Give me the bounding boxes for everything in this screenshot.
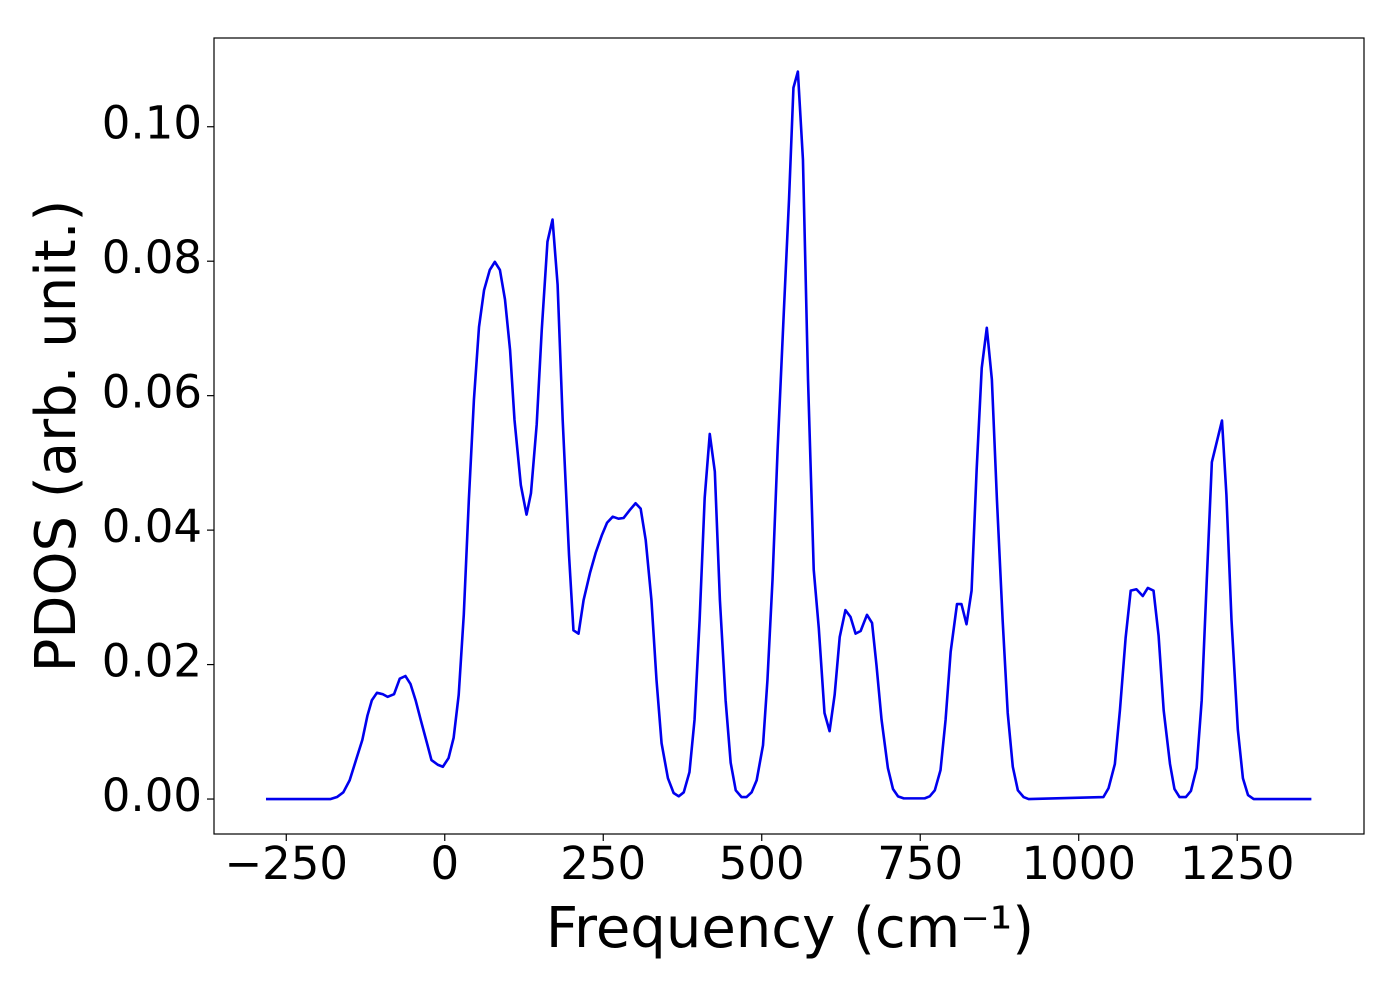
y-tick-label: 0.10 — [102, 97, 202, 150]
y-axis-label: PDOS (arb. unit.) — [24, 200, 89, 673]
y-tick-label: 0.04 — [102, 500, 202, 553]
y-tick-label: 0.00 — [102, 769, 202, 822]
x-tick-label: 1000 — [1021, 837, 1136, 890]
y-tick-label: 0.08 — [102, 231, 202, 284]
y-tick-label: 0.02 — [102, 635, 202, 688]
x-axis-label: Frequency (cm⁻¹) — [546, 896, 1034, 961]
x-tick-label: 250 — [560, 837, 646, 890]
x-tick-label: 0 — [430, 837, 459, 890]
x-tick-label: 1250 — [1180, 837, 1295, 890]
x-tick-label: 500 — [719, 837, 805, 890]
x-tick-label: −250 — [224, 837, 348, 890]
plot-frame — [213, 37, 1365, 835]
y-tick-label: 0.06 — [102, 366, 202, 419]
data-line — [265, 70, 1312, 801]
x-tick-label: 750 — [877, 837, 963, 890]
